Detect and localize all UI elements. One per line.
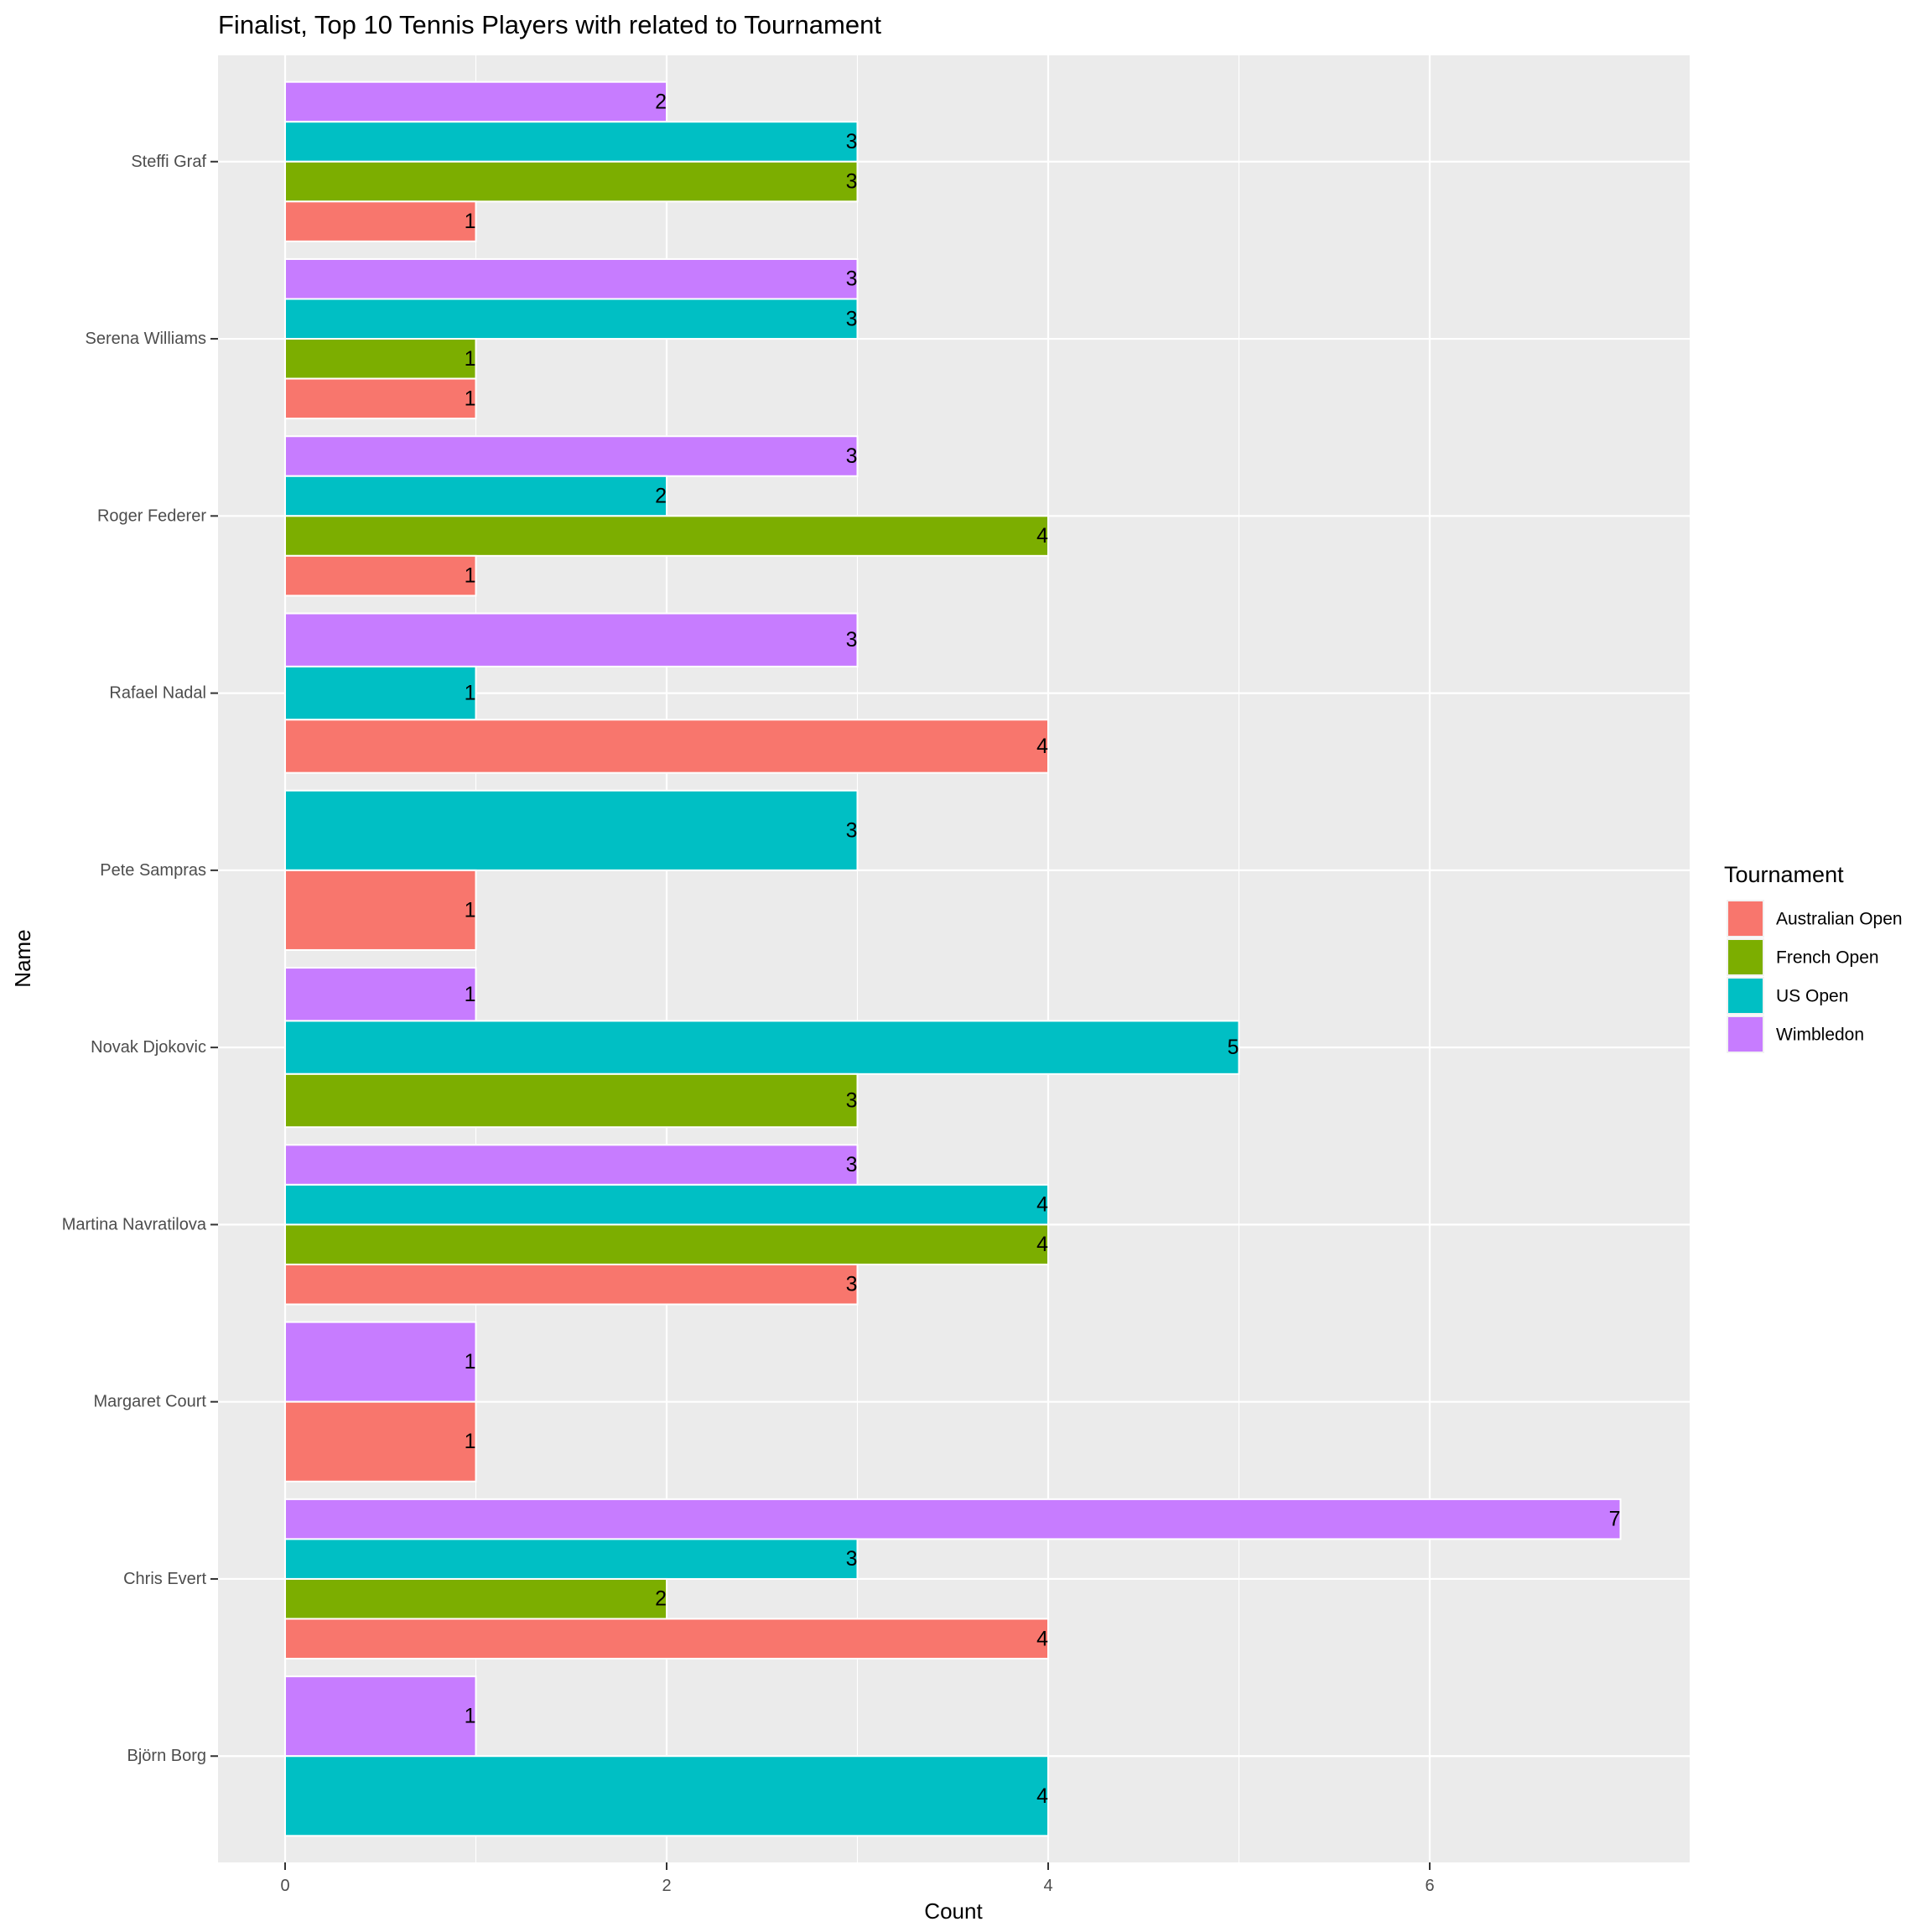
- legend-label-us-open: US Open: [1776, 987, 1848, 1006]
- bar-martina-navratilova-australian-open: [284, 1263, 859, 1306]
- bar-chris-evert-wimbledon: [284, 1498, 1622, 1540]
- bar-novak-djokovic-french-open: [284, 1072, 859, 1129]
- bar-label-roger-federer-us-open: 2: [655, 485, 667, 508]
- bar-label-chris-evert-french-open: 2: [655, 1587, 667, 1611]
- bar-steffi-graf-us-open: [284, 121, 859, 163]
- x-tick-label: 6: [1425, 1877, 1434, 1895]
- y-tick-label: Björn Borg: [127, 1747, 207, 1765]
- bar-novak-djokovic-us-open: [284, 1020, 1240, 1075]
- bar-serena-williams-french-open: [284, 338, 477, 380]
- bar-rafael-nadal-wimbledon: [284, 612, 859, 667]
- bar-label-pete-sampras-australian-open: 1: [465, 898, 476, 922]
- legend-label-wimbledon: Wimbledon: [1776, 1026, 1864, 1045]
- bar-martina-navratilova-wimbledon: [284, 1144, 859, 1186]
- chart-title: Finalist, Top 10 Tennis Players with rel…: [218, 10, 881, 39]
- bar-label-bjorn-borg-wimbledon: 1: [465, 1705, 476, 1728]
- bar-label-bjorn-borg-us-open: 4: [1036, 1784, 1048, 1808]
- bar-bjorn-borg-wimbledon: [284, 1675, 477, 1758]
- bar-label-roger-federer-french-open: 4: [1036, 524, 1048, 548]
- bar-martina-navratilova-french-open: [284, 1223, 1049, 1265]
- bar-bjorn-borg-us-open: [284, 1755, 1049, 1837]
- y-tick-label: Margaret Court: [94, 1393, 207, 1411]
- bar-label-rafael-nadal-us-open: 1: [465, 682, 476, 705]
- bar-serena-williams-australian-open: [284, 377, 477, 420]
- x-tick-label: 2: [662, 1877, 671, 1895]
- y-axis-title: Name: [10, 929, 35, 987]
- legend: Tournament Australian Open French Open US …: [1724, 862, 1903, 1053]
- bar-chris-evert-french-open: [284, 1577, 667, 1620]
- bar-label-rafael-nadal-australian-open: 4: [1036, 735, 1048, 758]
- bar-pete-sampras-australian-open: [284, 869, 477, 951]
- bar-martina-navratilova-us-open: [284, 1183, 1049, 1226]
- bar-roger-federer-french-open: [284, 515, 1049, 557]
- bar-margaret-court-wimbledon: [284, 1321, 477, 1403]
- x-tick-label: 4: [1043, 1877, 1052, 1895]
- bar-roger-federer-australian-open: [284, 554, 477, 597]
- bar-label-margaret-court-australian-open: 1: [465, 1430, 476, 1453]
- bar-chris-evert-us-open: [284, 1538, 859, 1580]
- legend-swatch-australian-open: [1728, 901, 1763, 936]
- y-tick-label: Serena Williams: [86, 330, 206, 348]
- legend-swatch-us-open: [1728, 979, 1763, 1013]
- bar-label-steffi-graf-australian-open: 1: [465, 210, 476, 233]
- bar-pete-sampras-us-open: [284, 789, 859, 871]
- y-tick-label: Roger Federer: [97, 506, 206, 525]
- bar-label-chris-evert-australian-open: 4: [1036, 1627, 1048, 1650]
- legend-title: Tournament: [1724, 862, 1844, 887]
- bar-label-steffi-graf-wimbledon: 2: [655, 90, 667, 113]
- y-tick-label: Chris Evert: [123, 1570, 206, 1588]
- bar-margaret-court-australian-open: [284, 1400, 477, 1483]
- y-tick-label: Steffi Graf: [131, 153, 206, 171]
- bar-label-chris-evert-us-open: 3: [846, 1547, 858, 1571]
- bar-label-novak-djokovic-french-open: 3: [846, 1089, 858, 1113]
- legend-swatch-wimbledon: [1728, 1017, 1763, 1052]
- bar-label-martina-navratilova-french-open: 4: [1036, 1233, 1048, 1256]
- bar-label-novak-djokovic-wimbledon: 1: [465, 983, 476, 1006]
- bar-label-serena-williams-australian-open: 1: [465, 387, 476, 410]
- y-tick-label: Novak Djokovic: [91, 1038, 206, 1057]
- bar-label-margaret-court-wimbledon: 1: [465, 1350, 476, 1374]
- bar-chris-evert-australian-open: [284, 1618, 1049, 1660]
- bar-label-serena-williams-french-open: 1: [465, 347, 476, 371]
- bar-labels: 1 4 7 3 2 4 1 1 3 4 4 3 1 5 3 3 1 3 1 4 3 2 4 1 3 3 1 1 2 3 3 1: [465, 90, 1621, 1807]
- bar-serena-williams-us-open: [284, 298, 859, 340]
- y-tick-label: Rafael Nadal: [109, 684, 206, 703]
- bar-label-roger-federer-wimbledon: 3: [846, 444, 858, 468]
- bar-label-roger-federer-australian-open: 1: [465, 564, 476, 588]
- bar-steffi-graf-wimbledon: [284, 80, 667, 123]
- legend-label-australian-open: Australian Open: [1776, 910, 1903, 929]
- x-tick-label: 0: [280, 1877, 289, 1895]
- y-axis: Björn Borg Chris Evert Margaret Court Marti…: [62, 153, 218, 1765]
- x-axis: 0 2 4 6: [280, 1862, 1435, 1895]
- bar-roger-federer-us-open: [284, 475, 667, 517]
- bar-label-steffi-graf-french-open: 3: [846, 170, 858, 194]
- bars: [284, 80, 1622, 1837]
- bar-label-martina-navratilova-wimbledon: 3: [846, 1153, 858, 1176]
- bar-steffi-graf-french-open: [284, 160, 859, 203]
- bar-label-serena-williams-wimbledon: 3: [846, 267, 858, 291]
- legend-swatch-french-open: [1728, 940, 1763, 974]
- bar-steffi-graf-australian-open: [284, 200, 477, 242]
- bar-label-novak-djokovic-us-open: 5: [1228, 1036, 1239, 1059]
- legend-label-french-open: French Open: [1776, 948, 1879, 968]
- bar-rafael-nadal-us-open: [284, 665, 477, 721]
- bar-label-rafael-nadal-wimbledon: 3: [846, 628, 858, 652]
- x-axis-title: Count: [924, 1898, 983, 1924]
- bar-label-pete-sampras-us-open: 3: [846, 818, 858, 842]
- bar-serena-williams-wimbledon: [284, 257, 859, 300]
- bar-roger-federer-wimbledon: [284, 435, 859, 477]
- y-tick-label: Martina Navratilova: [62, 1215, 207, 1233]
- bar-label-martina-navratilova-australian-open: 3: [846, 1273, 858, 1296]
- y-tick-label: Pete Sampras: [100, 861, 206, 880]
- bar-rafael-nadal-australian-open: [284, 719, 1049, 774]
- bar-label-serena-williams-us-open: 3: [846, 307, 858, 330]
- bar-novak-djokovic-wimbledon: [284, 967, 477, 1022]
- bar-label-steffi-graf-us-open: 3: [846, 130, 858, 153]
- bar-label-chris-evert-wimbledon: 7: [1609, 1508, 1621, 1531]
- bar-label-martina-navratilova-us-open: 4: [1036, 1193, 1048, 1217]
